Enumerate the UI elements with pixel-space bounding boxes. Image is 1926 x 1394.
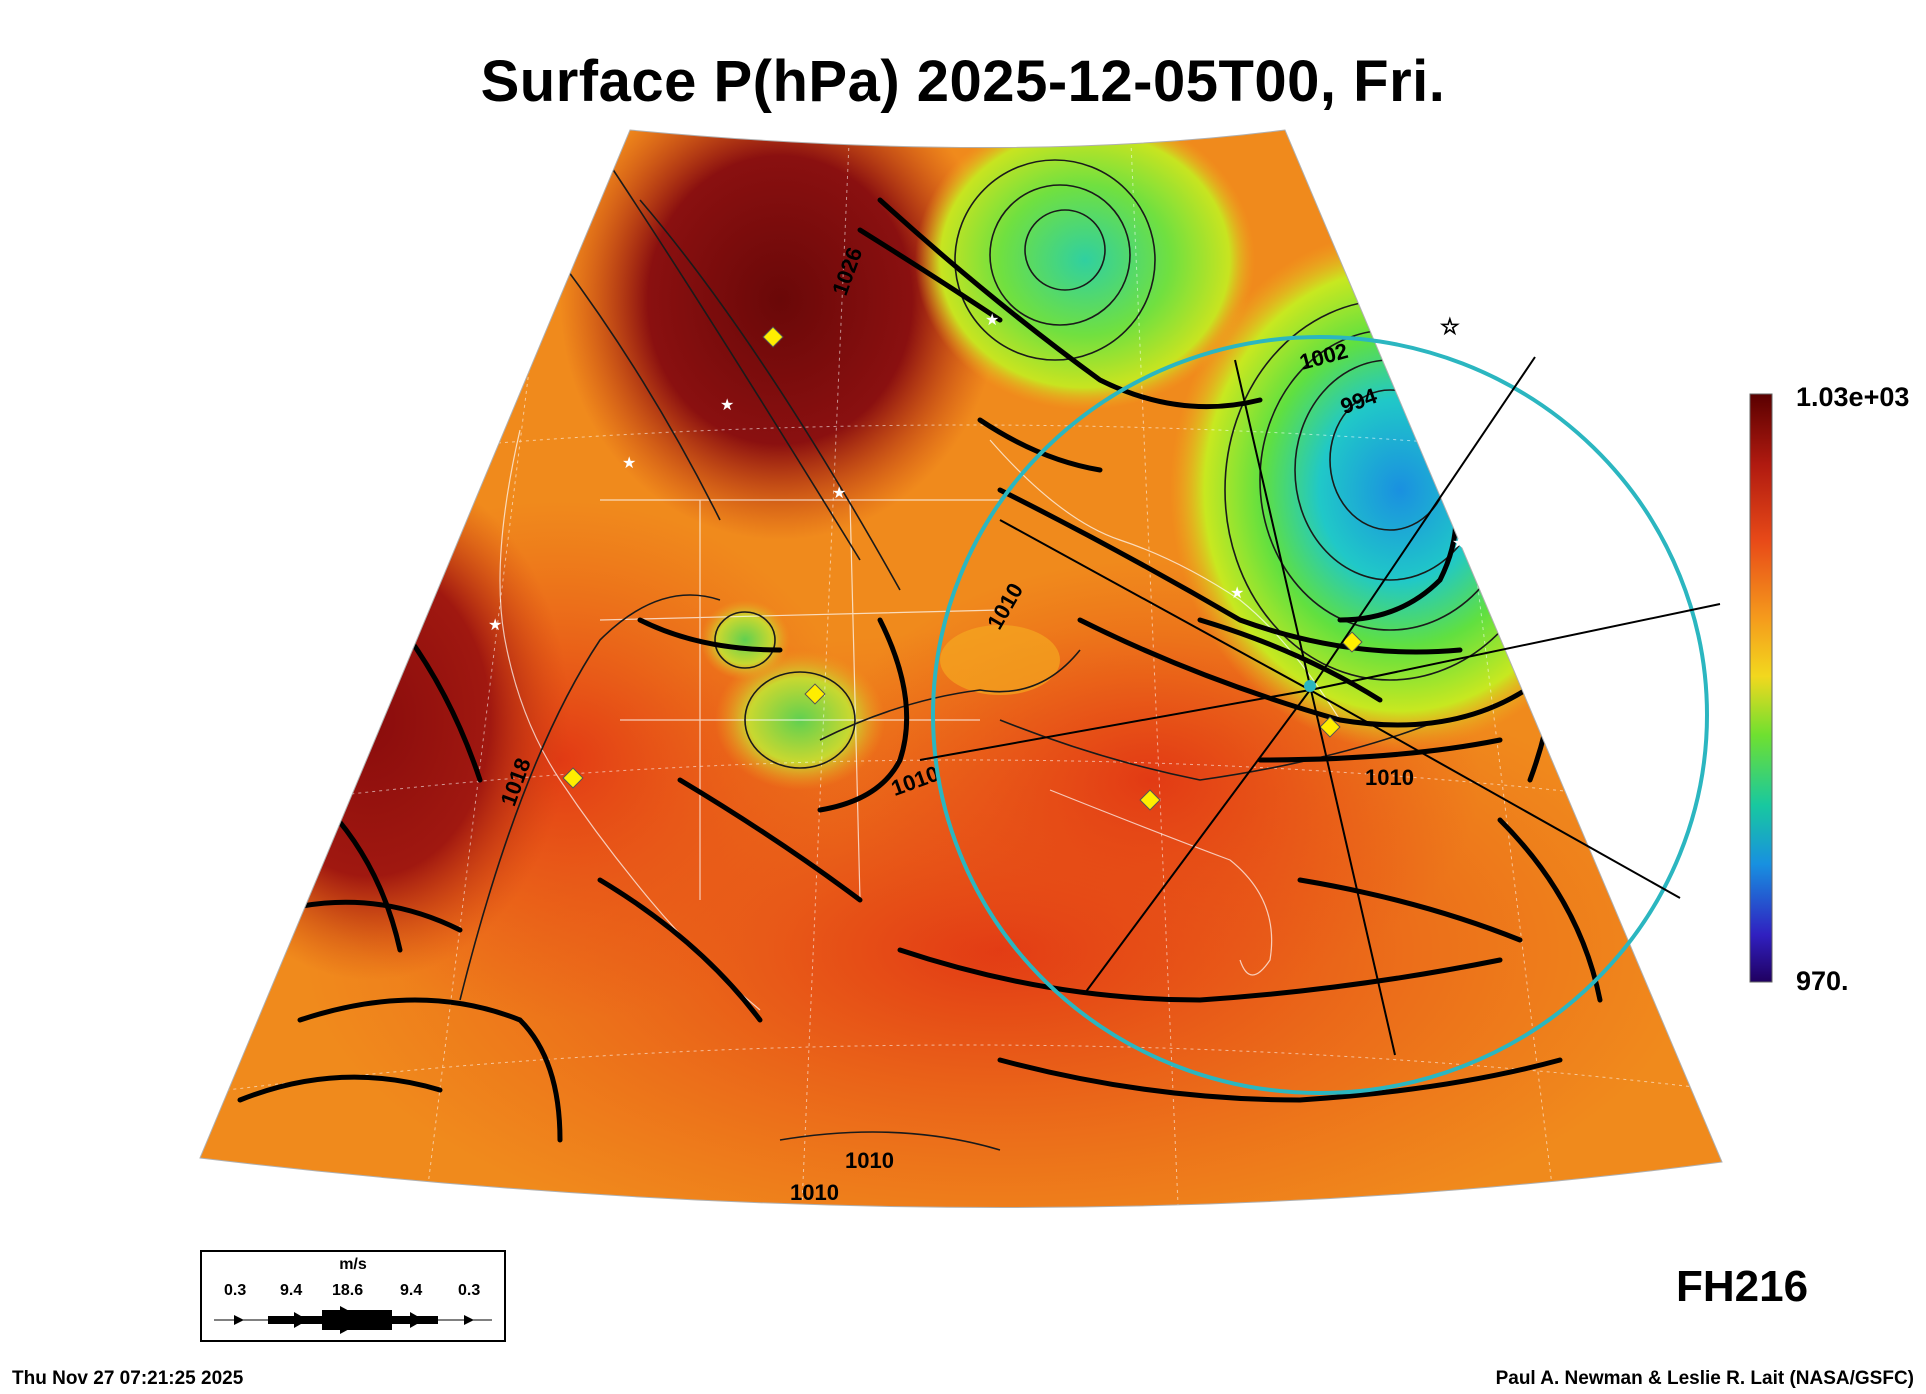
wind-legend-value: 0.3 xyxy=(224,1282,247,1299)
wind-legend-unit: m/s xyxy=(339,1256,367,1273)
contour-label: 1010 xyxy=(845,1148,894,1173)
low-pressure-north xyxy=(915,130,1255,410)
map-title: Surface P(hPa) 2025-12-05T00, Fri. xyxy=(480,49,1446,114)
credit: Paul A. Newman & Leslie R. Lait (NASA/GS… xyxy=(1495,1368,1914,1389)
colorbar-max-label: 1.03e+03 xyxy=(1796,382,1910,412)
station-star-icon: ★ xyxy=(1230,583,1244,602)
colorbar xyxy=(1749,393,1773,983)
site-diamond-icon xyxy=(804,683,826,705)
station-star-icon: ★ xyxy=(985,310,999,329)
site-diamond-icon xyxy=(1139,789,1161,811)
station-star-icon: ★ xyxy=(832,483,846,502)
site-diamond-icon xyxy=(1319,716,1341,738)
pressure-field xyxy=(200,130,1722,1208)
station-star-icon: ★ xyxy=(720,395,734,414)
contour-label: 1010 xyxy=(790,1180,839,1205)
ring-center-icon xyxy=(1304,680,1316,692)
colorbar-min-label: 970. xyxy=(1796,966,1849,996)
wind-legend-arrow xyxy=(214,1306,492,1334)
wind-legend-value: 18.6 xyxy=(332,1282,364,1299)
timestamp: Thu Nov 27 07:21:25 2025 xyxy=(12,1368,244,1389)
site-diamond-icon xyxy=(1341,631,1363,653)
site-markers xyxy=(562,326,1363,811)
outline-star-icon: ☆ xyxy=(1440,315,1460,340)
station-star-icon: ★ xyxy=(1452,533,1466,552)
site-diamond-icon xyxy=(562,767,584,789)
wind-legend-value: 0.3 xyxy=(458,1282,481,1299)
wind-legend-value: 9.4 xyxy=(400,1282,423,1299)
station-star-icon: ★ xyxy=(622,453,636,472)
high-pressure-north xyxy=(560,130,1000,540)
wind-legend: m/s 0.3 9.4 18.6 9.4 0.3 xyxy=(200,1250,506,1342)
wind-legend-value: 9.4 xyxy=(280,1282,303,1299)
site-diamond-icon xyxy=(762,326,784,348)
range-ring xyxy=(919,335,1721,1095)
station-star-icon: ★ xyxy=(488,615,502,634)
forecast-hour-label: FH216 xyxy=(1676,1262,1809,1311)
contour-label: 1010 xyxy=(1365,765,1414,790)
station-markers: ★ ★ ★ ★ ★ ★ ★ xyxy=(488,310,1466,634)
